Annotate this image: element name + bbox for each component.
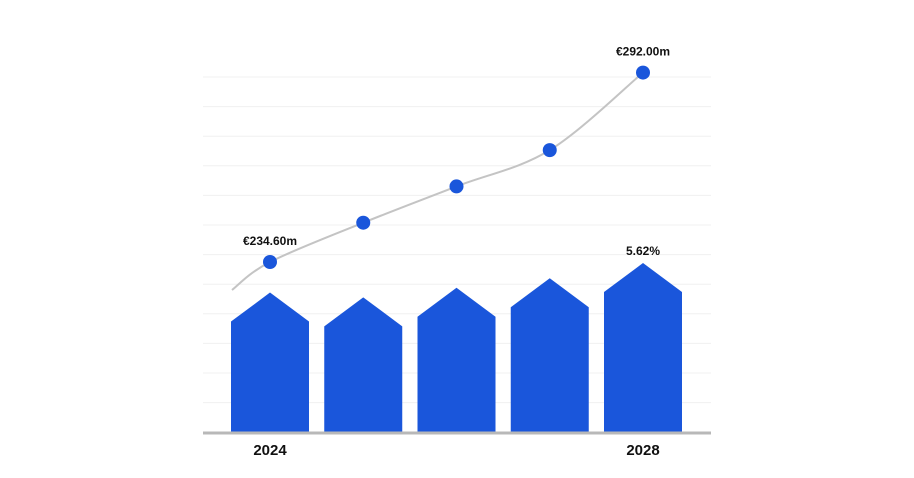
trend-line: [231, 71, 644, 291]
data-labels: €234.60m €292.00m 5.62%: [243, 45, 670, 258]
x-tick-label: 2028: [626, 442, 659, 459]
x-tick-labels: 2024 2028: [253, 442, 659, 459]
line-point: [263, 255, 277, 269]
line-point: [542, 143, 557, 158]
bar: [417, 287, 496, 433]
line-value-label: €292.00m: [616, 45, 670, 59]
line-points: [263, 65, 650, 269]
bar: [604, 263, 682, 433]
bar-series: [231, 263, 682, 433]
line-point: [449, 179, 464, 194]
line-point: [356, 215, 371, 230]
line-point: [636, 65, 650, 80]
bar: [510, 278, 589, 433]
bar-value-label: 5.62%: [626, 244, 660, 258]
bar: [324, 297, 403, 433]
line-value-label: €234.60m: [243, 234, 297, 248]
bar: [231, 292, 309, 433]
x-tick-label: 2024: [253, 442, 287, 459]
